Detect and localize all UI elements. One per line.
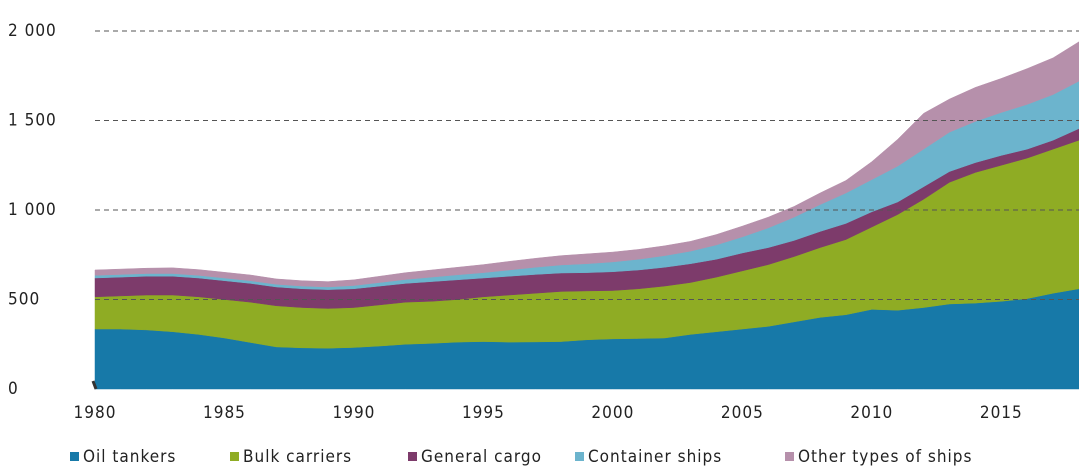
legend-label: Oil tankers [83, 447, 176, 467]
y-tick-label: 500 [8, 290, 40, 310]
x-tick-label: 2015 [980, 403, 1023, 423]
y-tick-label: 1 500 [8, 111, 57, 131]
x-tick-label: 2010 [850, 403, 893, 423]
legend-swatch [70, 452, 79, 461]
y-tick [91, 380, 98, 390]
x-tick-label: 1985 [203, 403, 246, 423]
legend-swatch [230, 452, 239, 461]
legend-label: Bulk carriers [243, 447, 352, 467]
legend-swatch [575, 452, 584, 461]
area [94, 41, 1079, 288]
x-tick-label: 1995 [462, 403, 505, 423]
legend-label: General cargo [421, 447, 542, 467]
legend-label: Other types of ships [798, 447, 972, 467]
x-tick-label: 1990 [332, 403, 375, 423]
y-tick-label: 1 000 [8, 200, 57, 220]
legend-swatch [785, 452, 794, 461]
y-tick-label: 0 [8, 379, 19, 399]
legend-swatch [408, 452, 417, 461]
x-tick-label: 1980 [74, 403, 117, 423]
x-tick-label: 2005 [721, 403, 764, 423]
y-tick-label: 2 000 [8, 21, 57, 41]
legend-label: Container ships [588, 447, 722, 467]
x-tick-label: 2000 [591, 403, 634, 423]
